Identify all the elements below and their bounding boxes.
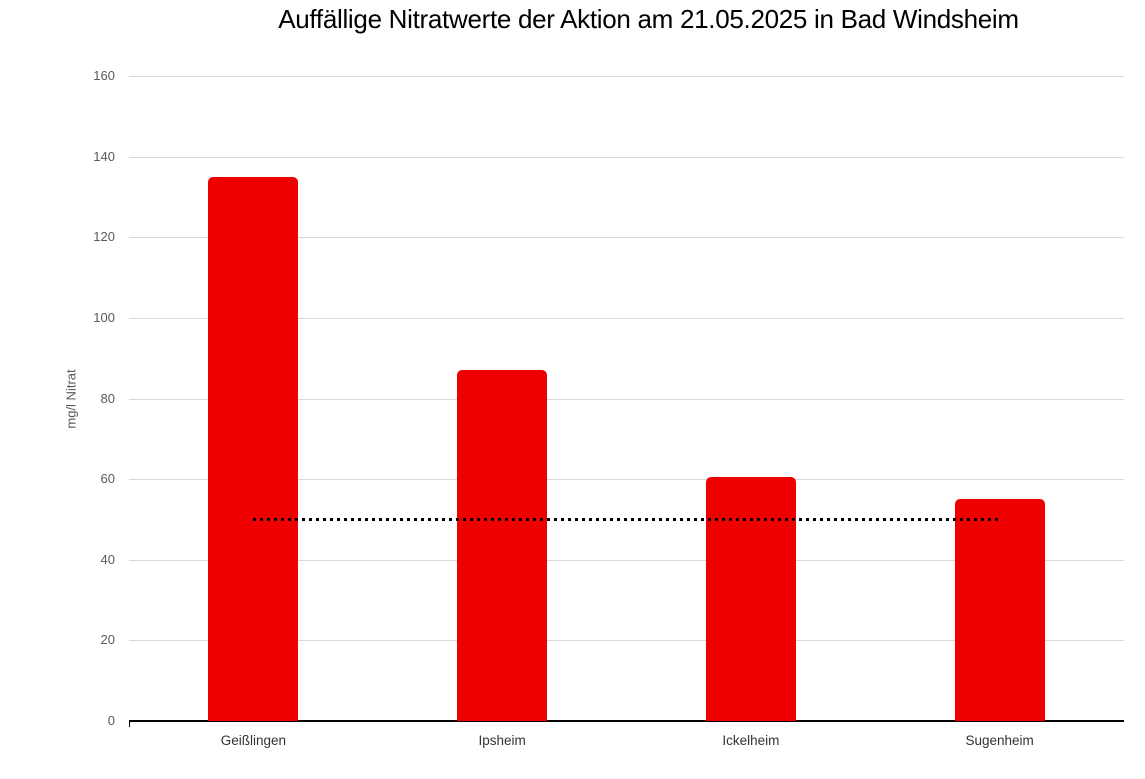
x-category-label: Sugenheim <box>965 733 1034 748</box>
y-tick-label: 40 <box>100 551 115 567</box>
gridline <box>129 237 1124 239</box>
y-tick-label: 140 <box>93 148 115 164</box>
x-category-label: Geißlingen <box>220 733 287 748</box>
bar-geilingen <box>208 176 299 721</box>
plot-area <box>129 76 1124 727</box>
y-tick-label: 0 <box>107 713 115 728</box>
gridline <box>129 559 1124 561</box>
gridline <box>129 156 1124 158</box>
gridline <box>129 479 1124 481</box>
x-axis-line <box>129 720 1124 722</box>
bar-ickelheim <box>705 477 796 721</box>
y-tick-label: 60 <box>100 471 115 487</box>
gridline <box>129 76 1124 77</box>
bar-ipsheim <box>457 370 548 721</box>
x-category-label: Ipsheim <box>478 733 526 748</box>
y-tick-label: 20 <box>100 632 115 648</box>
chart-title: Auffällige Nitratwerte der Aktion am 21.… <box>278 4 1019 34</box>
gridline <box>129 640 1124 642</box>
bar-sugenheim <box>954 499 1045 721</box>
y-tick-label: 80 <box>100 390 115 406</box>
gridline <box>129 398 1124 400</box>
x-category-label: Ickelheim <box>722 733 780 748</box>
y-tick-label: 160 <box>93 68 115 83</box>
gridline <box>129 317 1124 319</box>
y-tick-label: 100 <box>93 309 115 325</box>
axis-origin-tick <box>129 721 130 727</box>
reference-line <box>253 517 1000 521</box>
y-tick-label: 120 <box>93 229 115 245</box>
